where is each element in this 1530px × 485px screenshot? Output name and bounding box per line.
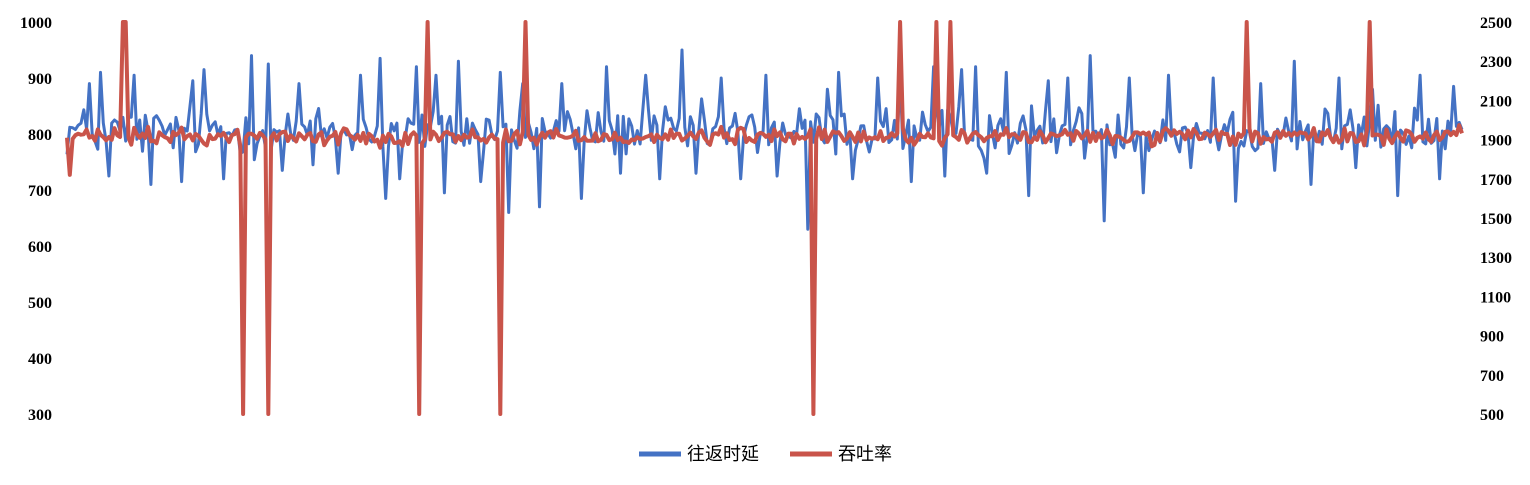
y-right-tick-label: 2300 — [1480, 54, 1512, 71]
series-line-1 — [65, 48, 1464, 231]
y-right-tick-label: 1100 — [1480, 289, 1511, 306]
series-line-2 — [65, 20, 1464, 416]
y-left-tick-label: 500 — [28, 295, 52, 312]
legend-label-series-2: 吞吐率 — [838, 444, 892, 465]
y-right-tick-label: 1300 — [1480, 250, 1512, 267]
y-axis-right: 500 700 900 1100 1300 1500 1700 1900 2100 2300 250… — [1480, 15, 1512, 424]
y-right-tick-label: 700 — [1480, 368, 1504, 385]
legend-label-series-1: 往返时延 — [687, 444, 759, 465]
y-right-tick-label: 1700 — [1480, 172, 1512, 189]
y-left-tick-label: 300 — [28, 407, 52, 424]
y-left-tick-label: 1000 — [20, 15, 52, 32]
y-right-tick-label: 2100 — [1480, 93, 1512, 110]
plot-area — [65, 20, 1464, 416]
y-right-tick-label: 500 — [1480, 407, 1504, 424]
y-left-tick-label: 800 — [28, 127, 52, 144]
y-left-tick-label: 400 — [28, 351, 52, 368]
y-right-tick-label: 1500 — [1480, 211, 1512, 228]
y-right-tick-label: 1900 — [1480, 133, 1512, 150]
y-right-tick-label: 900 — [1480, 329, 1504, 346]
y-axis-left: 300 400 500 600 700 800 900 1000 — [20, 15, 52, 424]
y-left-tick-label: 700 — [28, 183, 52, 200]
y-left-tick-label: 600 — [28, 239, 52, 256]
y-left-tick-label: 900 — [28, 71, 52, 88]
y-right-tick-label: 2500 — [1480, 15, 1512, 32]
legend: 往返时延 吞吐率 — [639, 444, 892, 465]
